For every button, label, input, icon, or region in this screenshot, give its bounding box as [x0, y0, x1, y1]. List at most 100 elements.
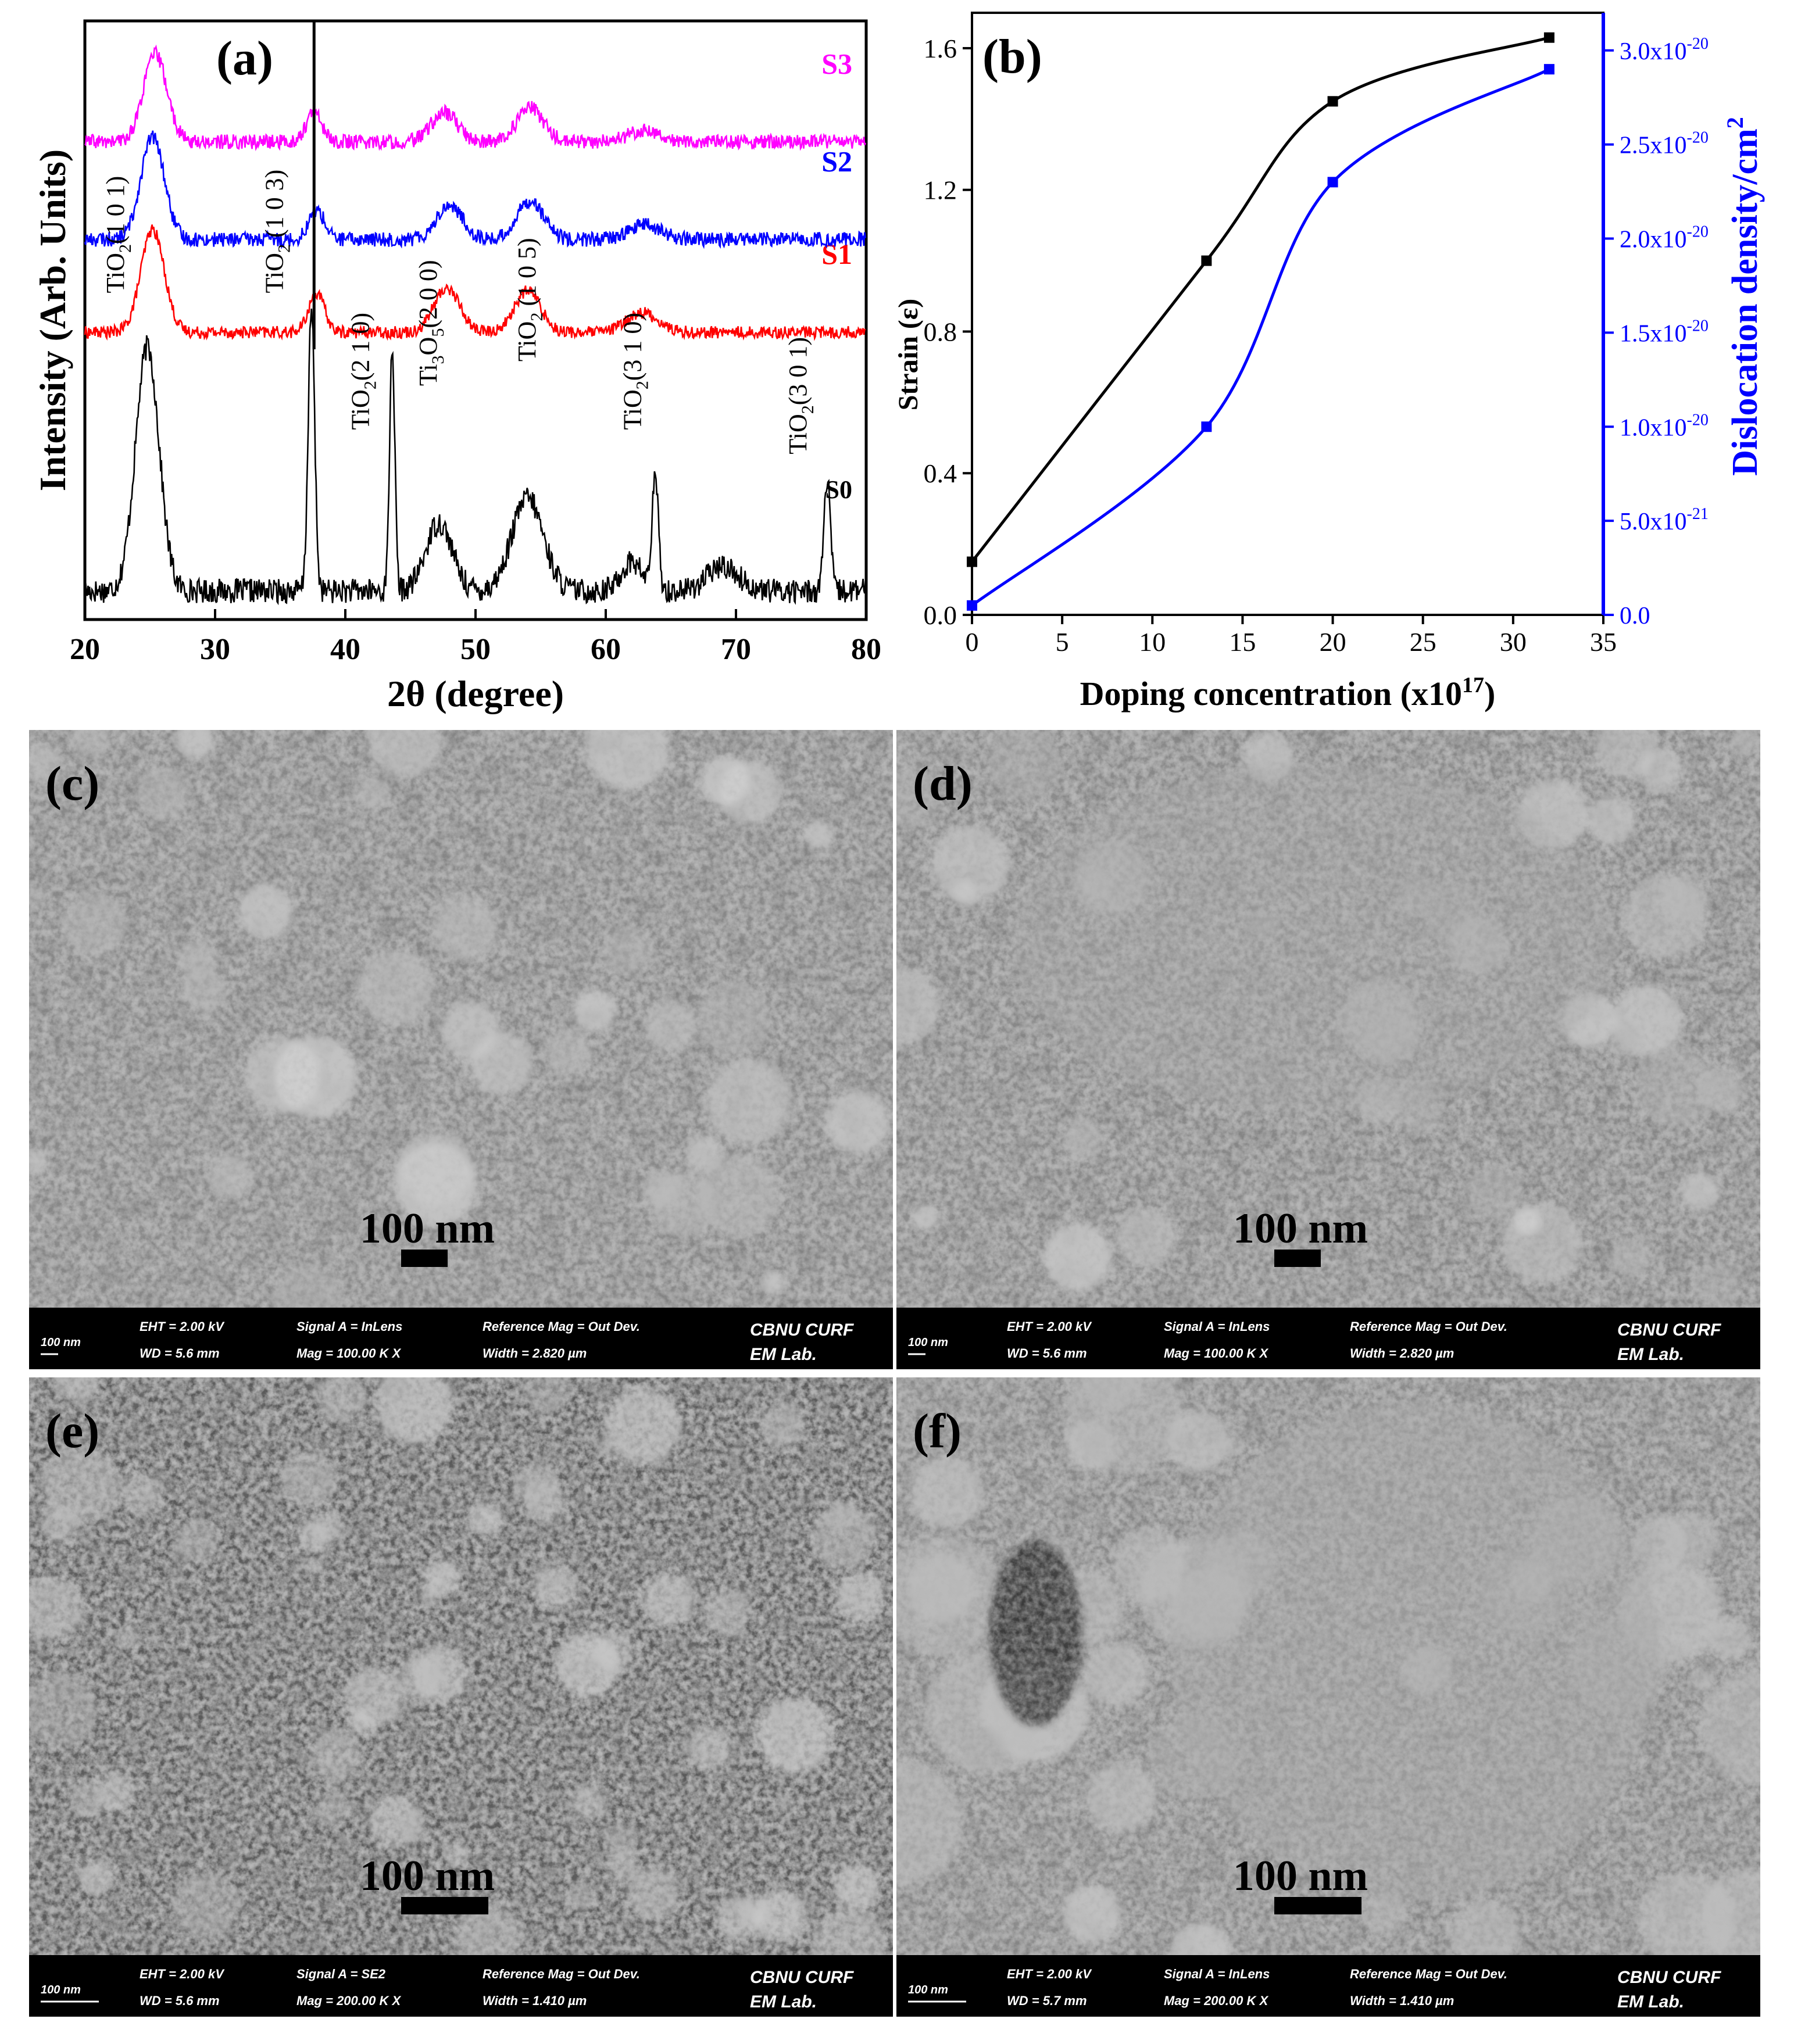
info-lab: EM Lab. — [1617, 1992, 1684, 2011]
sem-info-bar: 100 nm EHT = 2.00 kV WD = 5.6 mm Signal A =… — [29, 1308, 893, 1369]
xrd-peak-labels: TiO2(1 0 1) TiO2 (1 0 3) TiO2(2 1 0) Ti3O5(… — [101, 170, 817, 454]
xrd-x-tick-label: 70 — [721, 633, 751, 666]
strain-x-tick-label: 0 — [966, 627, 979, 657]
sem-panel-f: (f) 100 nm 100 nm EHT = 2.00 kV WD = 5.7 mm S… — [896, 1377, 1760, 2017]
scale-bar — [401, 1897, 488, 1914]
info-org: CBNU CURF — [1617, 1968, 1721, 1987]
strain-point — [967, 556, 977, 567]
xrd-x-tick-label: 80 — [851, 633, 881, 666]
strain-point — [1201, 255, 1212, 266]
strain-point — [1543, 32, 1554, 43]
strain-line — [971, 36, 1550, 563]
info-mag: Mag = 200.00 K X — [296, 1993, 401, 2008]
strain-point — [1327, 96, 1338, 107]
sem-info-bar: 100 nm EHT = 2.00 kV WD = 5.6 mm Signal A =… — [29, 1955, 893, 2017]
info-bar-scale-label: 100 nm — [41, 1336, 81, 1349]
xrd-peak-label: TiO2 (1 0 5) — [513, 238, 546, 361]
xrd-series-label: S0 — [825, 475, 852, 504]
xrd-peak-label: TiO2(3 0 1) — [784, 337, 817, 454]
info-eht: EHT = 2.00 kV — [1007, 1967, 1092, 1981]
info-eht: EHT = 2.00 kV — [140, 1319, 225, 1334]
sem-panel-label: (e) — [45, 1404, 99, 1458]
dislocation-y-tick-label: 0.0 — [1620, 603, 1650, 629]
dislocation-y-tick-label: 3.0x10-20 — [1620, 35, 1709, 65]
xrd-series-s1 — [84, 224, 866, 341]
info-wd: WD = 5.6 mm — [1007, 1346, 1087, 1361]
info-wd: WD = 5.6 mm — [140, 1993, 220, 2008]
strain-panel-label: (b) — [982, 30, 1042, 84]
strain-dislocation-chart: 0 5 10 15 20 25 30 350.00.40.81.21.60.05.0x10-2… — [893, 12, 1765, 713]
dislocation-y-tick-label: 1.0x10-20 — [1620, 411, 1709, 441]
sem-micrograph — [896, 730, 1760, 1308]
strain-plot-frame — [971, 12, 1604, 616]
xrd-peak-label: Ti3O5(2 0 0) — [414, 260, 448, 386]
strain-y-tick-label: 1.6 — [924, 34, 957, 63]
scale-bar-label: 100 nm — [1233, 1205, 1368, 1252]
info-wd: WD = 5.6 mm — [140, 1346, 220, 1361]
scale-bar — [401, 1250, 448, 1267]
strain-y-tick-label: 0.4 — [924, 459, 957, 488]
info-signal: Signal A = SE2 — [296, 1967, 386, 1981]
dislocation-y-tick-label: 1.5x10-20 — [1620, 317, 1709, 347]
xrd-series-label: S2 — [821, 145, 852, 177]
scale-bar-label: 100 nm — [1233, 1852, 1368, 1900]
sem-panel-label: (d) — [913, 757, 973, 811]
info-eht: EHT = 2.00 kV — [140, 1967, 225, 1981]
info-width: Width = 1.410 µm — [483, 1993, 587, 2008]
scale-bar — [1274, 1897, 1361, 1914]
dislocation-y-tick-label: 2.5x10-20 — [1620, 129, 1709, 159]
strain-x-tick-label: 10 — [1139, 627, 1166, 657]
info-width: Width = 1.410 µm — [1350, 1993, 1454, 2008]
xrd-x-tick-label: 50 — [460, 633, 491, 666]
info-eht: EHT = 2.00 kV — [1007, 1319, 1092, 1334]
info-org: CBNU CURF — [750, 1968, 854, 1987]
info-reference-mag: Reference Mag = Out Dev. — [1350, 1967, 1507, 1981]
xrd-peak-label: TiO2 (1 0 3) — [260, 170, 294, 293]
info-lab: EM Lab. — [750, 1992, 817, 2011]
strain-x-tick-label: 35 — [1590, 627, 1617, 657]
strain-x-tick-label: 15 — [1229, 627, 1256, 657]
strain-y-tick-label: 1.2 — [924, 176, 957, 205]
sem-panel-d: (d) 100 nm 100 nm EHT = 2.00 kV WD = 5.6 mm S… — [896, 730, 1760, 1369]
info-mag: Mag = 200.00 K X — [1164, 1993, 1268, 2008]
info-width: Width = 2.820 µm — [483, 1346, 587, 1361]
xrd-x-tick-label: 20 — [70, 633, 100, 666]
info-reference-mag: Reference Mag = Out Dev. — [483, 1319, 640, 1334]
strain-x-axis-label: Doping concentration (x1017) — [1080, 673, 1496, 713]
strain-axes-ticks: 0 5 10 15 20 25 30 350.00.40.81.21.60.05.0x10-2… — [924, 34, 1709, 657]
scale-bar-label: 100 nm — [360, 1852, 495, 1900]
info-bar-scale-label: 100 nm — [908, 1984, 948, 1996]
info-bar-scale-label: 100 nm — [41, 1984, 81, 1996]
scale-bar-label: 100 nm — [360, 1205, 495, 1252]
dislocation-point — [967, 600, 977, 611]
info-mag: Mag = 100.00 K X — [296, 1346, 401, 1361]
dislocation-point — [1201, 421, 1212, 432]
info-lab: EM Lab. — [1617, 1345, 1684, 1364]
sem-micrograph — [896, 1377, 1760, 1955]
strain-x-tick-label: 30 — [1500, 627, 1527, 657]
info-lab: EM Lab. — [750, 1345, 817, 1364]
dislocation-y-tick-label: 2.0x10-20 — [1620, 223, 1709, 253]
dislocation-point — [1543, 64, 1554, 75]
sem-panel-c: (c) 100 nm 100 nm EHT = 2.00 kV WD = 5.6 mm S… — [29, 730, 893, 1369]
xrd-x-tick-label: 30 — [200, 633, 230, 666]
strain-x-tick-label: 20 — [1320, 627, 1346, 657]
xrd-plot-frame — [83, 19, 868, 621]
dislocation-y-axis-label: Dislocation density/cm2 — [1722, 117, 1765, 476]
sem-panel-label: (c) — [45, 757, 99, 811]
dislocation-line — [971, 67, 1550, 607]
xrd-panel-label: (a) — [216, 31, 273, 85]
info-signal: Signal A = InLens — [1164, 1319, 1270, 1334]
info-wd: WD = 5.7 mm — [1007, 1993, 1087, 2008]
xrd-peak-label: TiO2(2 1 0) — [346, 313, 380, 430]
sem-info-bar: 100 nm EHT = 2.00 kV WD = 5.6 mm Signal A =… — [896, 1308, 1760, 1369]
xrd-series-s2 — [84, 130, 866, 250]
xrd-x-ticks: 20 30 40 50 60 70 80 — [70, 609, 881, 666]
xrd-peak-label: TiO2(3 1 0) — [618, 313, 652, 430]
xrd-x-tick-label: 40 — [330, 633, 360, 666]
info-signal: Signal A = InLens — [296, 1319, 402, 1334]
xrd-y-axis-label: Intensity (Arb. Units) — [32, 149, 73, 491]
info-reference-mag: Reference Mag = Out Dev. — [1350, 1319, 1507, 1334]
